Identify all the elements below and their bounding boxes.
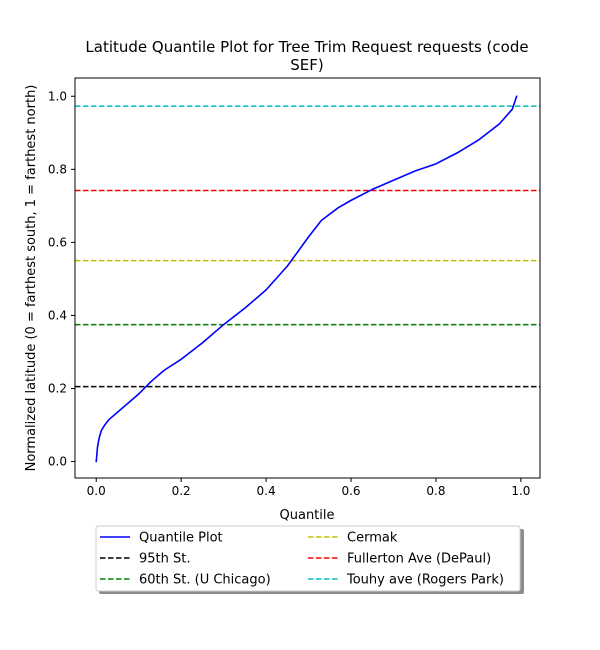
- x-tick-label: 1.0: [511, 484, 530, 498]
- legend-label-3: 60th St. (U Chicago): [139, 573, 271, 588]
- legend: Quantile Plot 95th St. 60th St. (U Chicago…: [95, 525, 524, 594]
- legend-label-5: Fullerton Ave (DePaul): [347, 552, 491, 567]
- y-axis-ticks: 0.0 0.2 0.4 0.6 0.8 1.0: [48, 89, 75, 469]
- chart-title-line-1: Latitude Quantile Plot for Tree Trim Req…: [85, 38, 528, 56]
- y-tick-label: 0.2: [48, 382, 67, 396]
- x-axis-label: Quantile: [280, 508, 335, 523]
- reference-lines: [75, 105, 540, 388]
- y-axis-label: Normalized latitude (0 = farthest south,…: [24, 85, 39, 472]
- x-tick-label: 0.8: [426, 484, 445, 498]
- x-axis-ticks: 0.0 0.2 0.4 0.6 0.8 1.0: [87, 478, 530, 498]
- legend-label-6: Touhy ave (Rogers Park): [346, 573, 504, 588]
- y-tick-label: 0.4: [48, 308, 67, 322]
- legend-label-4: Cermak: [347, 531, 398, 546]
- y-tick-label: 1.0: [48, 89, 67, 103]
- legend-label-1: Quantile Plot: [139, 531, 223, 546]
- y-tick-label: 0.0: [48, 455, 67, 469]
- chart-title-line-2: SEF): [290, 56, 323, 74]
- x-tick-label: 0.2: [172, 484, 191, 498]
- y-tick-label: 0.6: [48, 235, 67, 249]
- chart-title: Latitude Quantile Plot for Tree Trim Req…: [85, 38, 528, 74]
- x-tick-label: 0.0: [87, 484, 106, 498]
- x-tick-label: 0.6: [341, 484, 360, 498]
- plot-frame: [74, 77, 541, 479]
- series-layer: [95, 95, 518, 463]
- y-tick-label: 0.8: [48, 162, 67, 176]
- x-tick-label: 0.4: [257, 484, 276, 498]
- legend-entries: Quantile Plot 95th St. 60th St. (U Chicago…: [100, 531, 504, 588]
- series-line-1: [95, 95, 518, 463]
- legend-label-2: 95th St.: [139, 552, 191, 567]
